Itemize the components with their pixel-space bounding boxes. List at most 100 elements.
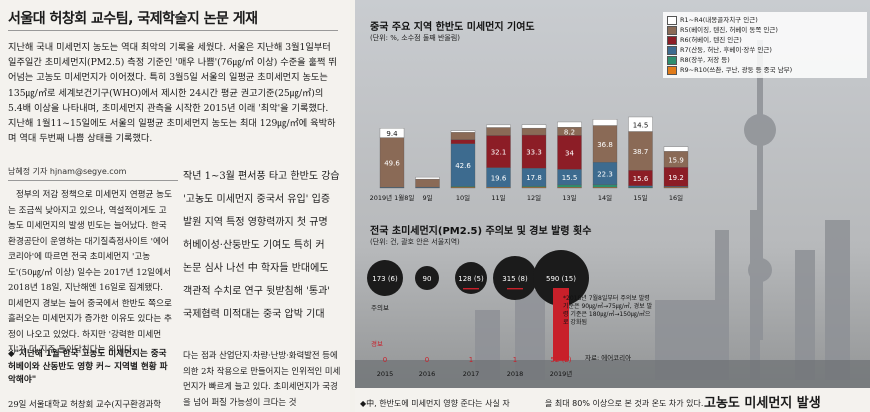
x-tick-label: 9일 bbox=[422, 193, 432, 202]
alert-bar bbox=[507, 288, 523, 290]
bar-segment-R5 bbox=[521, 127, 547, 136]
chart2-title: 전국 초미세먼지(PM2.5) 주의보 및 경보 발령 횟수 bbox=[370, 226, 592, 237]
year-label: 2016 bbox=[419, 370, 436, 378]
chart2-source: 자료: 에어코리아 bbox=[585, 354, 632, 362]
bar-segment-R8 bbox=[557, 184, 582, 188]
bar-value-label: 42.6 bbox=[455, 162, 471, 170]
bar-value-label: 14.5 bbox=[633, 121, 649, 129]
bar-value-label: 38.7 bbox=[633, 148, 649, 156]
advisory-value: 590 (15) bbox=[546, 275, 576, 283]
bar-segment-R1~R4 bbox=[379, 128, 405, 138]
subheads: 작년 1~3월 편서풍 타고 한반도 강습 '고농도 미세먼지 중국서 유입' … bbox=[183, 165, 343, 326]
x-tick-label: 16일 bbox=[669, 193, 683, 202]
advisory-value: 90 bbox=[423, 275, 432, 283]
subhead: 작년 1~3월 편서풍 타고 한반도 강습 bbox=[183, 171, 340, 182]
bar-value-label: 22.3 bbox=[597, 170, 613, 178]
year-label: 2019년 bbox=[550, 369, 573, 378]
bar-segment-R8 bbox=[521, 185, 547, 188]
legend-swatch bbox=[667, 45, 677, 55]
bar-segment-R5 bbox=[450, 132, 476, 140]
legend-swatch bbox=[667, 25, 677, 35]
x-tick-label: 12일 bbox=[527, 193, 541, 202]
bar-value-label: 32.1 bbox=[491, 149, 507, 157]
bar-segment-R5 bbox=[379, 137, 405, 188]
bar-segment-R1~R4 bbox=[557, 121, 582, 128]
chart2-subtitle: (단위: 건, 괄호 안은 서울지역) bbox=[370, 238, 460, 246]
photo-with-infographic: 중국 주요 지역 한반도 미세먼지 기여도 (단위: %, 소수점 둘째 반올림… bbox=[355, 0, 870, 412]
bar-segment-R1~R4 bbox=[486, 124, 511, 128]
chart1-title: 중국 주요 지역 한반도 미세먼지 기여도 bbox=[370, 22, 535, 33]
bar-value-label: 33.3 bbox=[526, 149, 542, 157]
advisory-value: 173 (6) bbox=[372, 275, 398, 283]
legend-entry: R1~R4(내몽골자치구 인근) bbox=[667, 15, 863, 25]
bar-segment-R6 bbox=[486, 135, 511, 168]
bar-segment-R7 bbox=[450, 143, 476, 187]
legend-label: R8(장쑤, 저장 등) bbox=[680, 56, 730, 64]
chart1-legend: R1~R4(내몽골자치구 인근) R5(베이징, 톈진, 허베이 동쪽 인근) R6… bbox=[663, 12, 867, 78]
legend-entry: R8(장쑤, 저장 등) bbox=[667, 55, 863, 65]
photo-caption: ◆中, 한반도에 미세먼지 영향 준다는 사실 자 bbox=[360, 399, 510, 408]
legend-entry: R5(베이징, 톈진, 허베이 동쪽 인근) bbox=[667, 25, 863, 35]
bar-value-label: 19.6 bbox=[491, 174, 507, 182]
subhead: 국제협력 미적대는 중국 압박 기대 bbox=[183, 309, 325, 320]
bar-segment-R1~R4 bbox=[592, 119, 618, 126]
bar-value-label: 49.6 bbox=[384, 159, 400, 167]
advisory-bubble bbox=[415, 266, 439, 290]
bar-segment-R7 bbox=[628, 185, 653, 188]
bar-segment-R5 bbox=[415, 178, 440, 188]
bar-value-label: 34 bbox=[565, 149, 574, 157]
legend-label: R7(산둥, 허난, 후베이·장쑤 인근) bbox=[680, 46, 772, 54]
alert-value: 0 bbox=[383, 356, 387, 364]
bar-segment-R5 bbox=[486, 127, 511, 136]
advisory-bubble bbox=[493, 256, 537, 300]
alert-value: 1 bbox=[513, 356, 517, 364]
bar-value-label: 15.9 bbox=[668, 156, 684, 164]
bar-segment-R5 bbox=[592, 125, 618, 163]
legend-swatch bbox=[667, 55, 677, 65]
chart1-subtitle: (단위: %, 소수점 둘째 반올림) bbox=[370, 34, 460, 42]
legend-entry: R6(허베이, 텐진 인근) bbox=[667, 35, 863, 45]
advisory-value: 315 (8) bbox=[502, 275, 528, 283]
byline: 남혜정 기자 hjnam@segye.com bbox=[8, 167, 127, 176]
bar-segment-R6 bbox=[557, 135, 582, 170]
alert-value: 0 bbox=[425, 356, 429, 364]
x-tick-label: 2019년 1월8일 bbox=[370, 193, 415, 202]
year-label: 2018 bbox=[507, 370, 524, 378]
kicker-headline: 고농도 미세먼지 발생 bbox=[704, 396, 821, 411]
advisory-bubble bbox=[367, 260, 403, 296]
legend-label: R1~R4(내몽골자치구 인근) bbox=[680, 16, 758, 24]
legend-swatch bbox=[667, 65, 677, 75]
bar-value-label: 15.5 bbox=[562, 174, 578, 182]
skyline-silhouette bbox=[355, 40, 870, 390]
x-tick-label: 15일 bbox=[633, 193, 647, 202]
bar-segment-R1~R4 bbox=[628, 116, 653, 132]
year-label: 2017 bbox=[463, 370, 480, 378]
lead-paragraph: 지난해 국내 미세먼지 농도는 역대 최악의 기록을 세웠다. 서울은 지난해 … bbox=[8, 42, 337, 145]
article-text-area: 서울대 허창회 교수팀, 국제학술지 논문 게재 지난해 국내 미세먼지 농도는… bbox=[0, 0, 350, 412]
photo-caption-2: 을 최대 80% 이상으로 본 것과 온도 차가 있다. bbox=[545, 399, 704, 408]
bar-value-label: 17.8 bbox=[526, 174, 542, 182]
legend-label: R6(허베이, 텐진 인근) bbox=[680, 36, 742, 44]
subhead: 허베이성·산둥반도 기여도 특히 커 bbox=[183, 240, 325, 251]
body-paragraph: 정부의 저감 정책으로 미세먼지 연평균 농도는 조금씩 낮아지고 있으나, 역… bbox=[8, 190, 172, 355]
legend-swatch bbox=[667, 15, 677, 25]
chart1-svg: 49.6 9.4 2019년 1월8일 9일 42.6 10일 19.6 32.1 11일 17.… bbox=[370, 116, 689, 202]
legend-label: R5(베이징, 톈진, 허베이 동쪽 인근) bbox=[680, 26, 778, 34]
body-column-1: 정부의 저감 정책으로 미세먼지 연평균 농도는 조금씩 낮아지고 있으나, 역… bbox=[8, 188, 173, 361]
legend-entry: R7(산둥, 허난, 후베이·장쑤 인근) bbox=[667, 45, 863, 55]
chart2-svg: 173 (6) 0 2015 90 0 2016 128 (5) 1 2017 315 (8) 1 2… bbox=[367, 250, 589, 378]
legend-entry: R9~R10(쓰촨, 쿠난, 광둥 등 중국 남부) bbox=[667, 65, 863, 75]
subhead: 객관적 수치로 연구 뒷받침해 '통과' bbox=[183, 286, 331, 297]
subhead: 논문 심사 나선 中 학자들 반대에도 bbox=[183, 263, 329, 274]
legend-label: R9~R10(쓰촨, 쿠난, 광둥 등 중국 남부) bbox=[680, 66, 793, 74]
bar-segment-R1~R4 bbox=[521, 124, 547, 129]
year-label: 2015 bbox=[377, 370, 394, 378]
bar-segment-R5 bbox=[628, 131, 653, 171]
byline-divider bbox=[8, 180, 178, 181]
alert-value: 1 bbox=[469, 356, 473, 364]
x-tick-label: 11일 bbox=[491, 193, 505, 202]
legend-swatch bbox=[667, 35, 677, 45]
bar-segment-R1~R4 bbox=[450, 130, 476, 133]
bar-value-label: 9.4 bbox=[386, 130, 398, 138]
bar-value-label: 15.6 bbox=[633, 175, 649, 183]
